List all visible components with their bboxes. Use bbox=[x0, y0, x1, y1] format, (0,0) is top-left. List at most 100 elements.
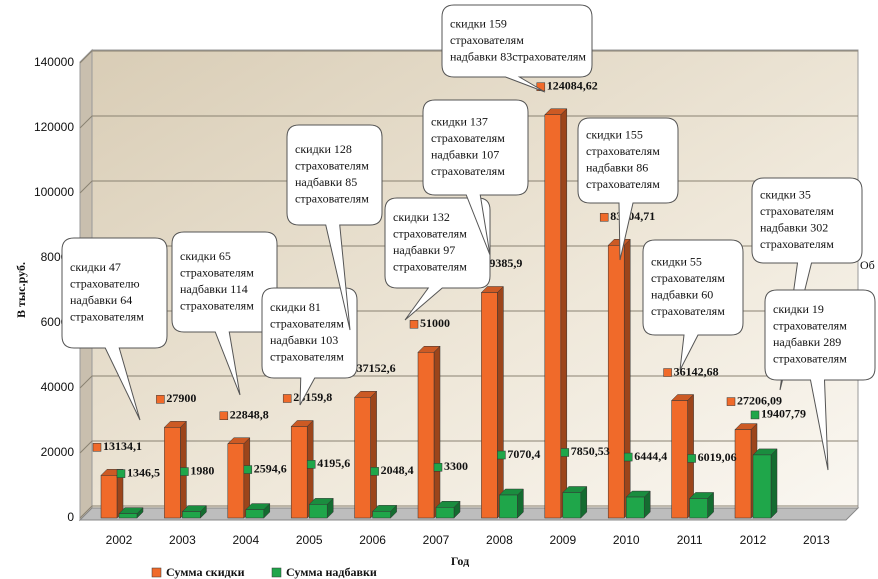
legend-swatch bbox=[271, 567, 282, 578]
value-label: 36142,68 bbox=[674, 364, 719, 378]
x-tick-label: 2009 bbox=[549, 533, 576, 547]
legend-label: Сумма надбавки bbox=[286, 565, 377, 579]
x-tick-label: 2012 bbox=[740, 533, 767, 547]
callout-text: страхователям bbox=[180, 266, 254, 280]
callout-text: страхователям bbox=[760, 237, 834, 251]
callout-text: скидки 155 bbox=[586, 128, 643, 142]
label-marker bbox=[243, 465, 253, 474]
callout-text: страхователям bbox=[773, 319, 847, 333]
value-label: 51000 bbox=[420, 316, 450, 330]
callout-text: страхователям bbox=[180, 299, 254, 313]
callout-box bbox=[764, 289, 876, 471]
y-tick-label: 40000 bbox=[41, 380, 75, 394]
callout-text: надбавки 289 bbox=[773, 335, 841, 349]
label-marker bbox=[726, 397, 736, 406]
callout-text: надбавки 302 bbox=[760, 221, 828, 235]
grid-line bbox=[79, 50, 858, 64]
label-marker bbox=[599, 213, 609, 222]
bar bbox=[308, 504, 328, 519]
y-tick-label: 140000 bbox=[34, 55, 74, 69]
bar bbox=[227, 443, 245, 519]
x-axis-label: Год bbox=[451, 554, 469, 568]
value-label: 6444,4 bbox=[634, 449, 667, 463]
bar bbox=[100, 475, 118, 519]
x-tick-label: 2011 bbox=[677, 533, 703, 547]
y-tick-label: 20000 bbox=[41, 445, 75, 459]
label-marker bbox=[750, 410, 760, 420]
callout-text: страхователям bbox=[760, 204, 834, 218]
callout-text: надбавки 107 bbox=[431, 148, 499, 162]
y-tick-label: 0 bbox=[67, 510, 74, 524]
value-label: 2048,4 bbox=[381, 463, 414, 477]
bar bbox=[671, 400, 688, 519]
bar-side bbox=[433, 345, 441, 519]
x-tick-label: 2006 bbox=[359, 533, 386, 547]
callout-box bbox=[642, 239, 744, 371]
label-marker bbox=[623, 452, 633, 462]
label-marker bbox=[409, 320, 419, 329]
value-label: 3300 bbox=[444, 459, 468, 473]
value-label: 69385,9 bbox=[483, 256, 522, 270]
label-marker bbox=[560, 448, 570, 457]
callout-text: надбавки 103 bbox=[270, 333, 338, 347]
bar-side bbox=[623, 238, 631, 519]
x-tick-label: 2010 bbox=[613, 533, 640, 547]
label-marker bbox=[433, 463, 443, 472]
callout-text: страхователям bbox=[295, 159, 369, 173]
label-marker bbox=[306, 460, 316, 469]
callout-text: страхователям bbox=[431, 164, 505, 178]
legend-swatch bbox=[151, 567, 162, 578]
bar bbox=[182, 511, 201, 519]
legend-label: Сумма скидки bbox=[166, 565, 245, 579]
value-label: 4195,6 bbox=[317, 456, 350, 470]
callout-text: страхователям bbox=[70, 310, 144, 324]
bar bbox=[544, 114, 562, 519]
bar bbox=[290, 426, 308, 519]
value-label: 28159,8 bbox=[293, 390, 332, 404]
floor bbox=[78, 507, 860, 521]
bar bbox=[481, 292, 498, 519]
callout-text: надбавки 85 bbox=[295, 175, 357, 189]
label-marker bbox=[116, 469, 126, 478]
callout-box bbox=[171, 231, 278, 396]
bar bbox=[118, 513, 138, 519]
callout-text: скидки 55 bbox=[651, 255, 702, 269]
grid-line bbox=[79, 375, 858, 389]
callout-text: страхователям bbox=[651, 271, 725, 285]
callout-text: скидки 128 bbox=[295, 142, 352, 156]
x-tick-label: 2008 bbox=[486, 533, 513, 547]
callout-text: надбавки 64 bbox=[70, 293, 132, 307]
bar bbox=[752, 454, 772, 519]
callout-text: надбавки 83страхователям bbox=[450, 49, 586, 63]
callout-text: надбавки 60 bbox=[651, 288, 713, 302]
callout-text: скидки 35 bbox=[760, 188, 811, 202]
bar bbox=[164, 427, 181, 519]
value-label: 7850,53 bbox=[571, 444, 610, 458]
bar bbox=[417, 352, 435, 519]
value-label: 13134,1 bbox=[103, 439, 142, 453]
label-marker bbox=[282, 394, 292, 403]
callout-text: надбавки 97 bbox=[393, 243, 455, 257]
label-marker bbox=[156, 395, 165, 404]
label-marker bbox=[687, 454, 696, 463]
callout-text: надбавки 114 bbox=[180, 282, 248, 296]
callout-text: страхователям bbox=[270, 317, 344, 331]
callout-box bbox=[441, 4, 593, 93]
value-label: 83904,71 bbox=[610, 209, 655, 223]
y-tick-label: 120000 bbox=[34, 120, 74, 134]
x-tick-label: 2003 bbox=[169, 533, 196, 547]
callout-text: страхователям bbox=[450, 33, 524, 47]
callout-box bbox=[422, 99, 529, 256]
bar-side bbox=[243, 437, 251, 519]
callout-text: скидки 47 bbox=[70, 260, 121, 274]
value-label: 22848,8 bbox=[230, 407, 269, 421]
callouts: скидки 47 страхователю надбавки 64 страхова… bbox=[61, 4, 876, 471]
value-label: 19407,79 bbox=[761, 407, 806, 421]
value-label: 7070,4 bbox=[507, 447, 540, 461]
callout-text: страхователям bbox=[586, 177, 660, 191]
callout-text: страхователям bbox=[651, 304, 725, 318]
bar bbox=[734, 429, 752, 519]
value-label: 27900 bbox=[166, 391, 196, 405]
label-marker bbox=[219, 411, 229, 420]
